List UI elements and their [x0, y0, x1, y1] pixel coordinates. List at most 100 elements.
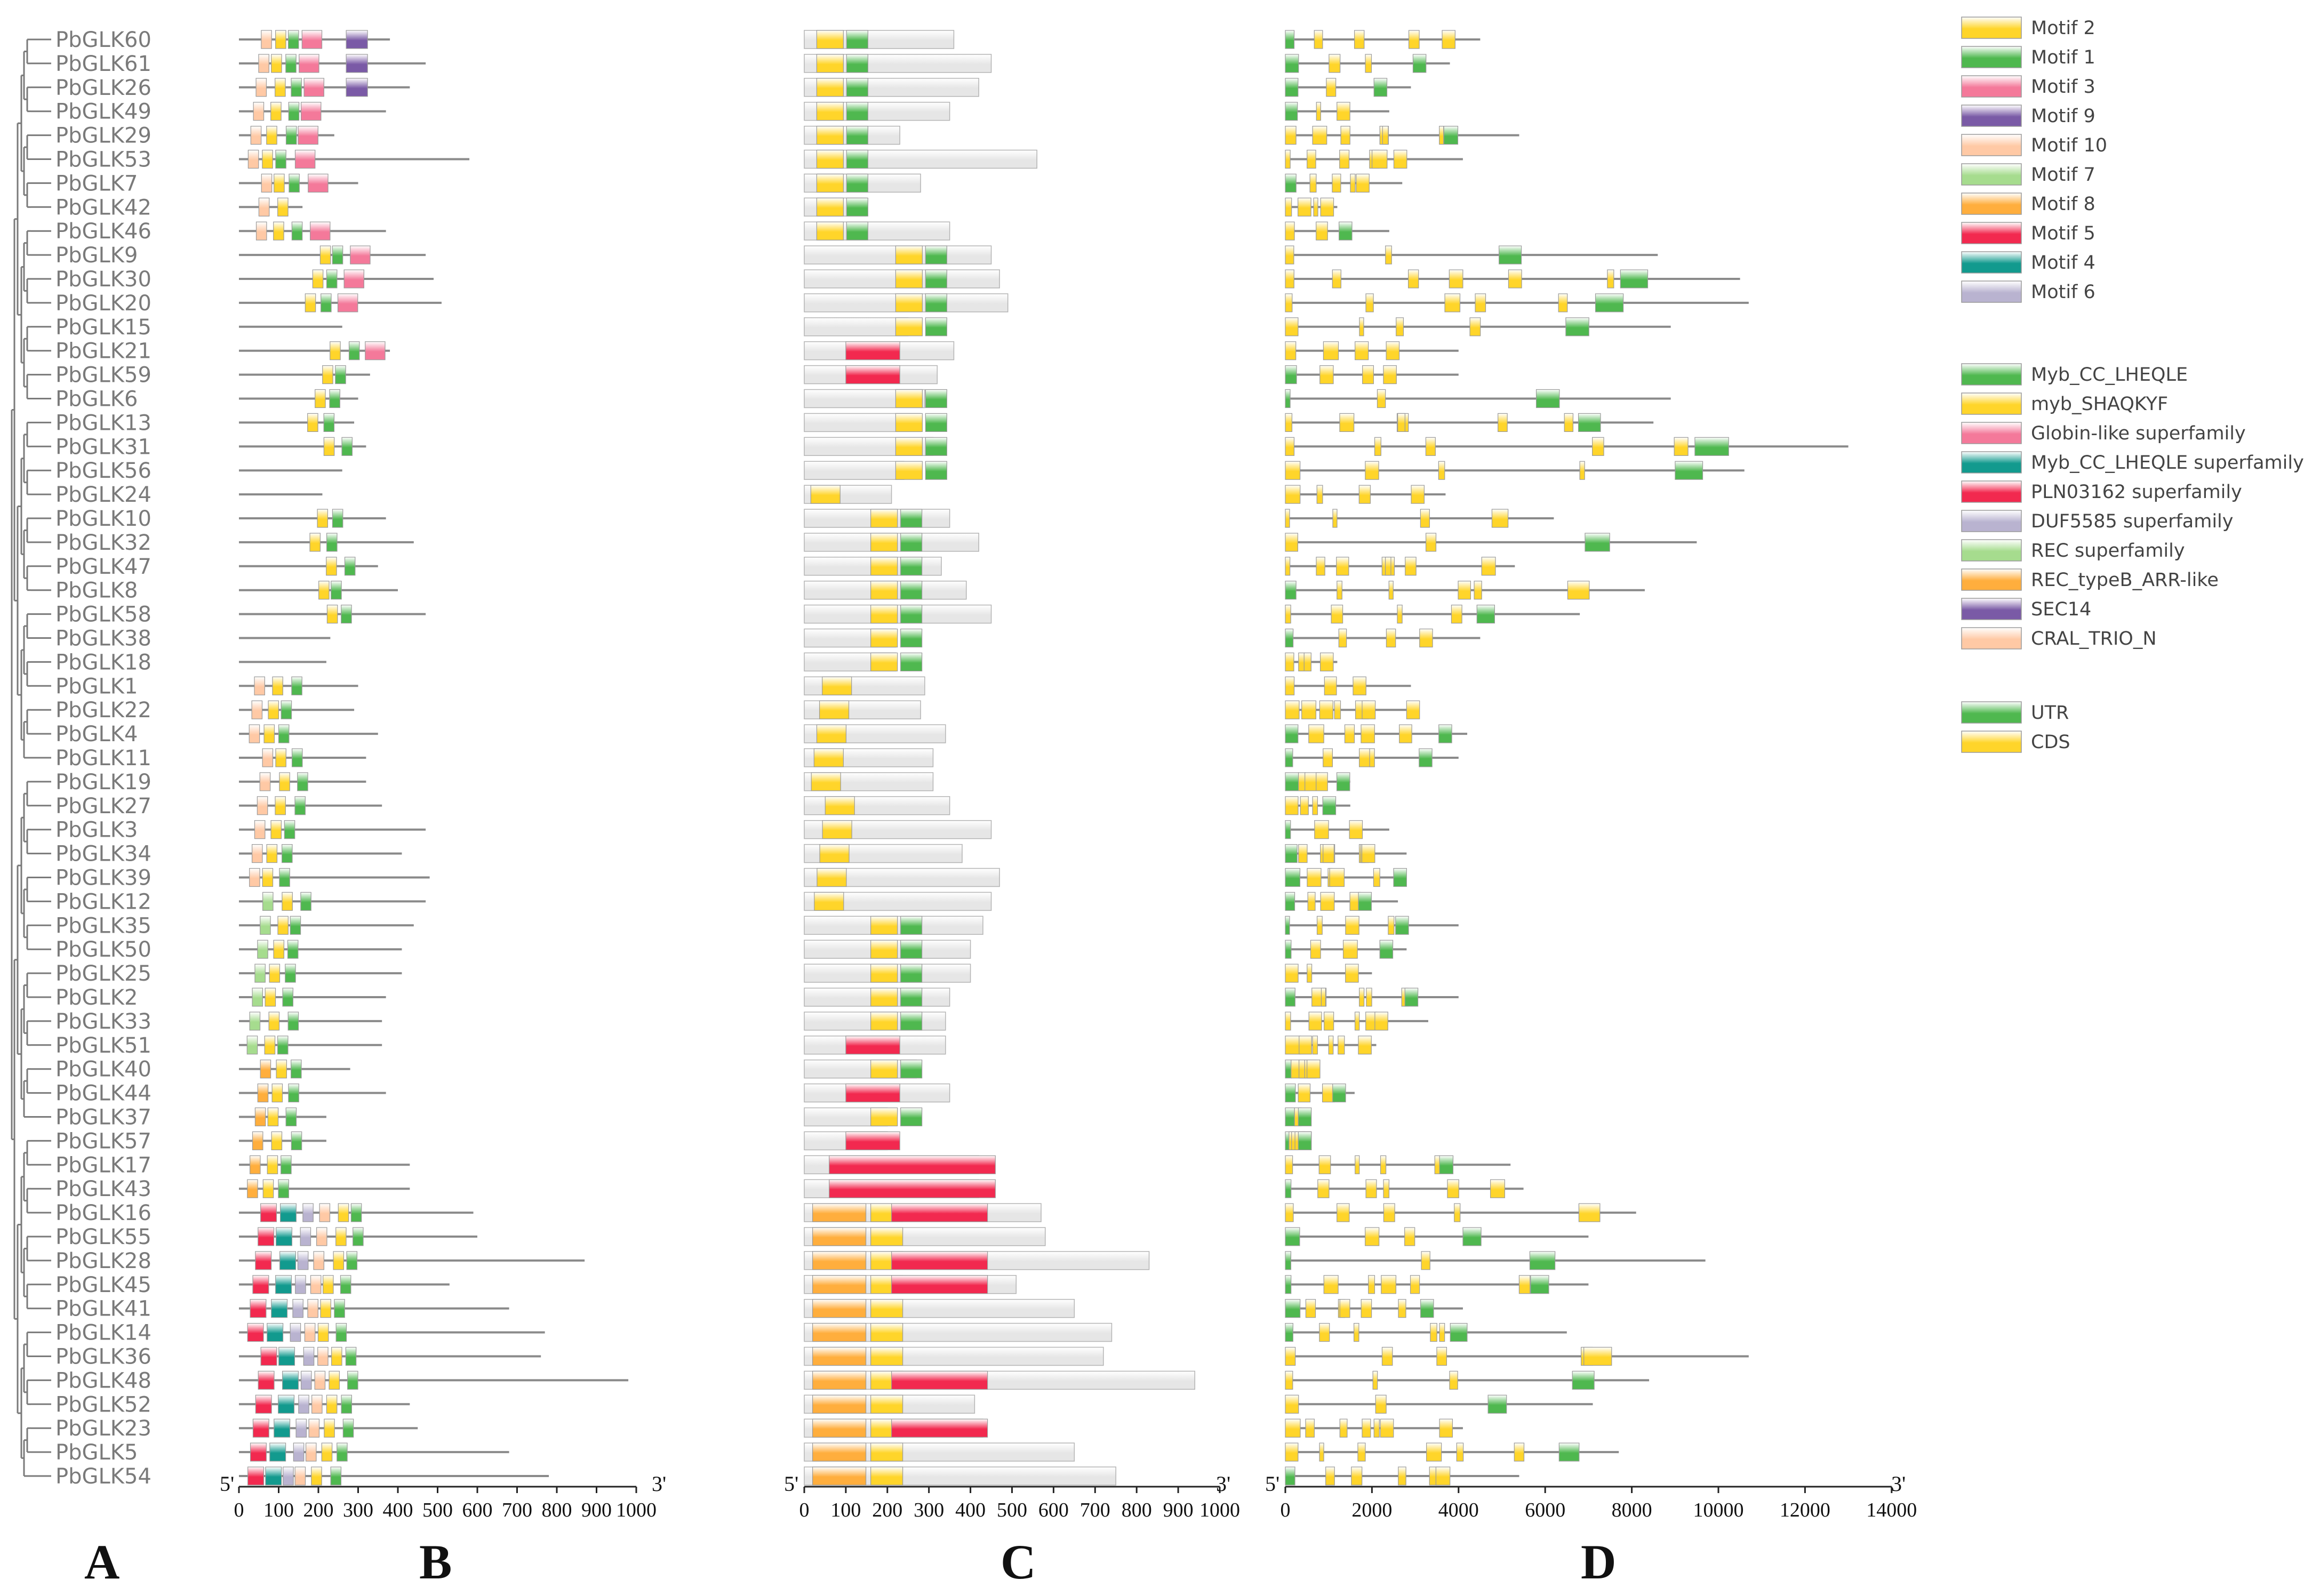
- cds-box: [1357, 1442, 1366, 1462]
- cds-box: [1350, 173, 1356, 193]
- panel-c-domain-tracks: [804, 30, 1196, 1486]
- cds-box: [1307, 1060, 1321, 1079]
- cds-box: [1386, 341, 1400, 360]
- motif-box: [304, 1323, 316, 1342]
- domain-box: [870, 557, 898, 576]
- protein-box: [804, 1370, 1196, 1390]
- legend-swatch: [1961, 480, 2022, 503]
- motif-box: [291, 1131, 302, 1150]
- cds-box: [1355, 341, 1369, 360]
- axis-c-tick-label: 500: [997, 1499, 1027, 1521]
- legend-swatch: [1961, 627, 2022, 649]
- gene-label: PbGLK31: [55, 435, 151, 459]
- cds-box: [1481, 557, 1496, 576]
- motif-box: [275, 748, 286, 767]
- motif-box: [330, 1466, 342, 1486]
- cds-box: [1490, 1179, 1505, 1198]
- motif-box: [305, 293, 316, 312]
- cds-box: [1285, 700, 1300, 719]
- cds-box: [1317, 1179, 1330, 1198]
- motif-box: [322, 365, 333, 384]
- motif-box: [247, 149, 259, 169]
- cds-box: [1458, 581, 1471, 600]
- motif-box: [317, 1346, 329, 1366]
- cds-box: [1298, 1083, 1311, 1103]
- motif-box: [317, 1323, 329, 1342]
- utr-box: [1285, 988, 1295, 1007]
- cds-box: [1456, 1442, 1464, 1462]
- legend-swatch: [1961, 17, 2022, 39]
- cds-box: [1337, 1203, 1350, 1222]
- gene-label: PbGLK53: [55, 148, 151, 172]
- motif-box: [341, 437, 353, 456]
- cds-box: [1313, 197, 1318, 216]
- cds-box: [1368, 1275, 1375, 1294]
- panel-label-a: A: [84, 1535, 119, 1589]
- motif-box: [276, 1227, 293, 1246]
- domain-box: [895, 437, 923, 456]
- gene-label: PbGLK24: [55, 483, 151, 507]
- domain-box: [813, 748, 844, 767]
- utr-box: [1694, 437, 1729, 456]
- cds-box: [1323, 748, 1333, 767]
- cds-box: [1380, 1155, 1387, 1174]
- domain-box: [895, 317, 923, 336]
- motif-box: [275, 78, 286, 97]
- axis-d-tick-label: 4000: [1438, 1499, 1479, 1521]
- motif-box: [250, 1155, 261, 1174]
- cds-box: [1398, 1466, 1406, 1486]
- end-label-d-5: 5': [1265, 1472, 1279, 1496]
- legend-label: Motif 6: [2031, 282, 2095, 303]
- gene-label: PbGLK39: [55, 866, 151, 891]
- cds-box: [1351, 1466, 1363, 1486]
- cds-box: [1307, 868, 1322, 887]
- cds-box: [1410, 1275, 1420, 1294]
- legend-swatch: [1961, 422, 2022, 444]
- gene-label: PbGLK20: [55, 291, 151, 316]
- domain-box: [925, 389, 947, 408]
- motif-box: [269, 1442, 286, 1462]
- cds-box: [1362, 700, 1376, 719]
- cds-box: [1359, 317, 1364, 336]
- cds-box: [1365, 293, 1374, 312]
- motif-box: [291, 221, 303, 240]
- axis-d-tick-label: 0: [1281, 1499, 1291, 1521]
- utr-box: [1322, 796, 1337, 815]
- domain-box: [925, 461, 947, 480]
- domain-box: [816, 102, 844, 121]
- domain-box: [870, 916, 898, 935]
- cds-box: [1326, 78, 1337, 97]
- cds-box: [1312, 126, 1327, 145]
- cds-box: [1316, 772, 1328, 791]
- cds-box: [1393, 149, 1407, 169]
- motif-box: [293, 1442, 305, 1462]
- motif-box: [317, 509, 329, 528]
- gene-label: PbGLK49: [55, 100, 151, 124]
- motif-box: [278, 1346, 295, 1366]
- cds-box: [1451, 604, 1462, 624]
- motif-box: [279, 1203, 297, 1222]
- cds-box: [1564, 413, 1574, 432]
- motif-box: [350, 245, 371, 264]
- gene-label: PbGLK16: [55, 1201, 151, 1225]
- utr-box: [1450, 1323, 1468, 1342]
- utr-box: [1285, 916, 1290, 935]
- domain-box: [846, 30, 868, 49]
- legend-label: CDS: [2031, 732, 2070, 753]
- utr-box: [1298, 1107, 1312, 1127]
- motif-box: [255, 1394, 272, 1414]
- cds-box: [1345, 916, 1359, 935]
- gene-label: PbGLK12: [55, 889, 151, 914]
- utr-box: [1379, 940, 1394, 959]
- axis-b-tick-label: 900: [581, 1499, 612, 1521]
- cds-box: [1331, 604, 1343, 624]
- gene-label: PbGLK56: [55, 459, 151, 483]
- cds-box: [1285, 509, 1290, 528]
- domain-box: [816, 54, 844, 73]
- utr-box: [1298, 1131, 1312, 1150]
- utr-box: [1285, 892, 1295, 911]
- utr-box: [1285, 581, 1297, 600]
- cds-box: [1319, 652, 1334, 672]
- motif-box: [265, 1466, 282, 1486]
